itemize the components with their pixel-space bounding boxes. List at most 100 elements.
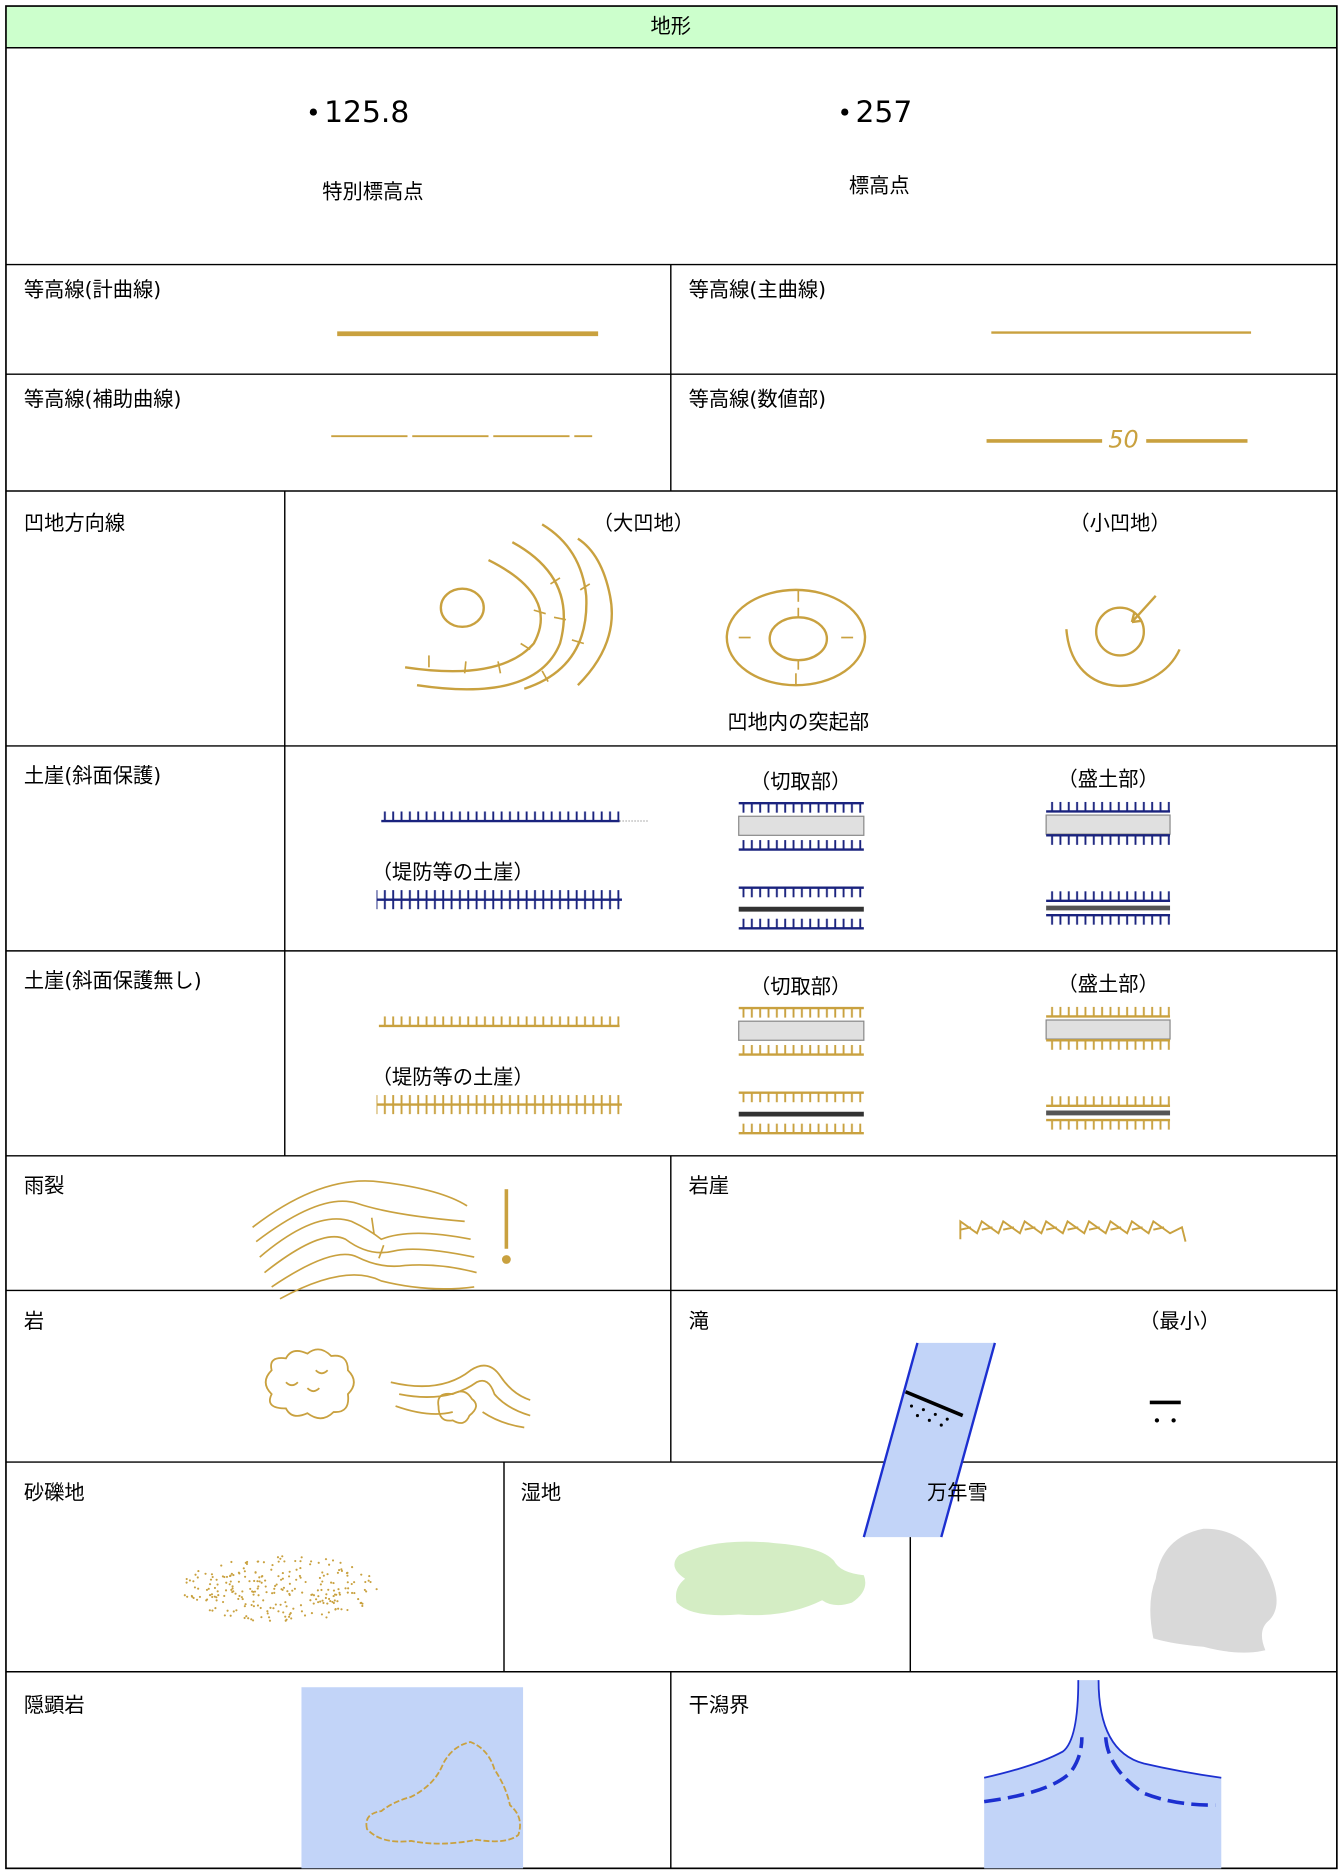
symbol-part — [208, 1594, 212, 1597]
symbol-part — [228, 1583, 231, 1586]
symbol-part — [207, 1587, 210, 1590]
symbol-part — [541, 670, 549, 683]
symbol-part — [738, 918, 864, 929]
symbol-part — [346, 1571, 349, 1574]
symbol-part — [398, 1379, 531, 1417]
symbol-part — [324, 1596, 327, 1600]
cell-label: 湿地 — [521, 1481, 562, 1505]
elevation-label: 標高点 — [849, 174, 910, 198]
symbol-part — [247, 1617, 250, 1620]
symbol-part — [252, 1600, 255, 1603]
elevation-value: 257 — [855, 95, 912, 130]
cell-label: 等高線(数値部) — [689, 387, 826, 411]
symbol-part — [347, 1587, 350, 1590]
symbol-part — [326, 1602, 329, 1605]
symbol-part — [276, 1556, 280, 1559]
symbol-part — [231, 1587, 234, 1590]
cell-label: 干潟界 — [689, 1693, 750, 1717]
symbol-part — [281, 1577, 284, 1580]
symbol-part — [909, 1404, 949, 1427]
symbol-part — [261, 1574, 264, 1578]
symbol-part — [309, 1563, 312, 1566]
symbol-part — [322, 1574, 325, 1577]
symbol-part — [185, 1581, 188, 1584]
symbol-part — [192, 1580, 195, 1583]
elevation-value: 125.8 — [324, 95, 409, 130]
symbol-part — [1046, 891, 1171, 901]
symbol-part — [281, 1572, 284, 1575]
symbol-part — [571, 639, 585, 645]
symbol-part — [194, 1573, 197, 1576]
symbol-part — [310, 1612, 314, 1615]
symbol-part — [242, 1567, 245, 1570]
annotation: （盛土部） — [1057, 972, 1158, 996]
symbol-part — [259, 1606, 262, 1610]
symbol-part — [1046, 1096, 1171, 1106]
symbol-part — [230, 1588, 233, 1591]
symbol-part — [217, 1594, 220, 1597]
symbol-part — [915, 1414, 919, 1418]
symbol-part — [364, 1580, 367, 1584]
point-dot — [309, 108, 317, 116]
symbol-part — [299, 1604, 303, 1607]
symbol-part — [295, 1568, 298, 1571]
symbol-part — [340, 1569, 344, 1573]
symbol-part — [272, 1607, 275, 1610]
symbol-part — [921, 1408, 925, 1412]
symbol-part — [339, 1561, 342, 1564]
symbol-part — [365, 1590, 368, 1593]
symbol-part — [325, 1616, 328, 1619]
symbol-part — [220, 1564, 223, 1567]
symbol-part — [1045, 814, 1171, 835]
symbol-part — [216, 1583, 219, 1586]
symbol-part — [945, 1417, 949, 1421]
symbol-part — [1046, 1120, 1171, 1130]
annotation: （盛土部） — [1057, 767, 1158, 791]
snow — [1150, 1528, 1277, 1653]
symbol-part — [332, 1589, 336, 1592]
symbol-part — [363, 1588, 366, 1591]
symbol-part — [253, 1579, 256, 1583]
symbol-part — [277, 1575, 280, 1578]
tidal-flat — [983, 1680, 1222, 1869]
symbol-part — [256, 1560, 259, 1563]
symbol-part — [274, 1584, 277, 1588]
symbol-part — [933, 1412, 937, 1416]
symbol-part — [279, 1603, 282, 1606]
symbol-part — [205, 1588, 209, 1591]
symbol-part — [346, 1574, 349, 1577]
symbol-part — [270, 1568, 273, 1571]
symbol-part — [224, 1589, 228, 1592]
symbol-part — [257, 1585, 260, 1588]
waterfall-min — [1149, 1400, 1181, 1423]
symbol-part — [315, 1598, 318, 1601]
symbol-part — [211, 1575, 214, 1579]
symbol-part — [353, 1592, 356, 1595]
symbol-part — [299, 1567, 302, 1570]
symbol-part — [252, 1593, 255, 1596]
symbol-part — [264, 1579, 267, 1582]
symbol-part — [369, 1580, 372, 1584]
symbol-part — [205, 1599, 208, 1602]
symbol-part — [268, 1619, 272, 1622]
symbol-part — [285, 1369, 329, 1393]
symbol-part — [321, 1599, 324, 1602]
annotation: （堤防等の土崖） — [372, 1065, 534, 1089]
symbol-part — [579, 583, 591, 591]
symbol-part — [1046, 835, 1171, 845]
symbol-part — [501, 1255, 511, 1264]
water-area — [301, 1687, 524, 1869]
symbol-part — [299, 1576, 302, 1579]
symbol-part — [368, 1574, 371, 1578]
cell-label: 岩 — [24, 1309, 44, 1333]
symbol-part — [1094, 606, 1146, 657]
symbol-part — [223, 1614, 226, 1617]
cell-label: 土崖(斜面保護) — [24, 763, 161, 787]
symbol-part — [244, 1561, 247, 1564]
rock — [264, 1348, 531, 1429]
table-grid — [5, 5, 1338, 1870]
symbol-part — [316, 1589, 319, 1592]
symbol-part — [260, 1581, 263, 1584]
